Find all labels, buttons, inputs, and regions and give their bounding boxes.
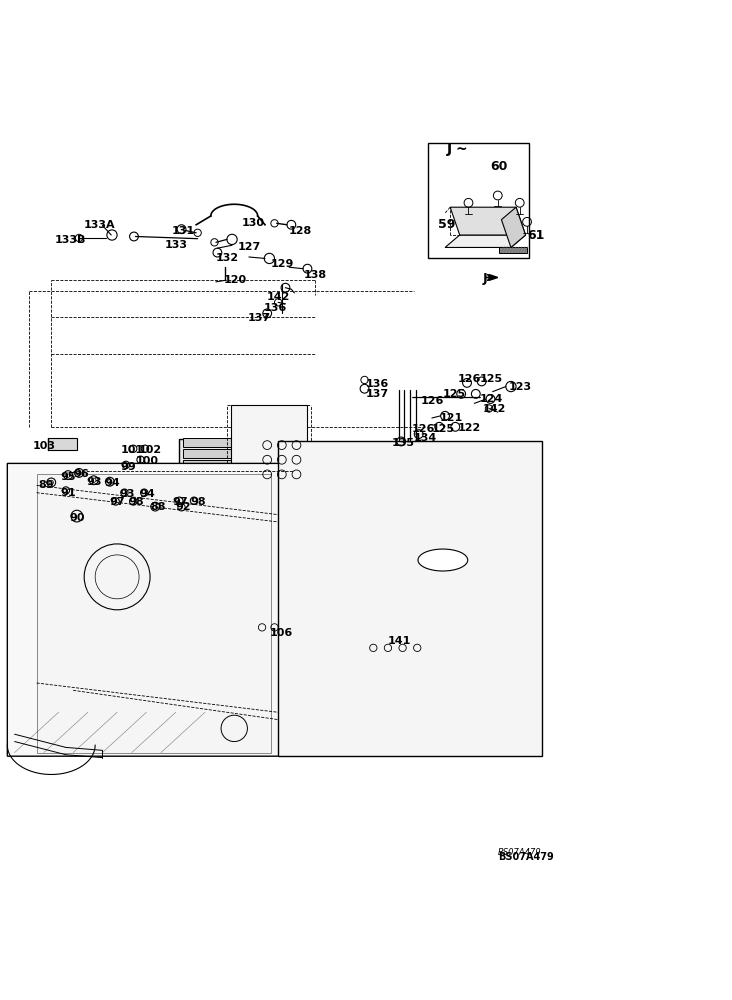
- Text: 93: 93: [119, 489, 135, 499]
- Text: 98: 98: [190, 497, 206, 507]
- Text: 123: 123: [509, 382, 532, 392]
- Text: 59: 59: [438, 218, 455, 231]
- Text: J ~: J ~: [447, 142, 468, 156]
- Text: 125: 125: [443, 389, 466, 399]
- Bar: [179, 439, 260, 487]
- Text: 102: 102: [139, 445, 163, 455]
- Text: 103: 103: [33, 441, 56, 451]
- Text: 126: 126: [421, 396, 444, 406]
- Text: 96: 96: [73, 469, 89, 479]
- Text: 88: 88: [150, 502, 165, 512]
- Text: 94: 94: [105, 478, 121, 488]
- Text: 136: 136: [264, 303, 287, 313]
- Bar: [183, 460, 256, 469]
- Text: 127: 127: [238, 242, 261, 252]
- Text: 101: 101: [121, 445, 144, 455]
- Polygon shape: [489, 275, 498, 280]
- Text: 94: 94: [139, 489, 155, 499]
- Text: 97: 97: [110, 497, 125, 507]
- Text: 138: 138: [304, 270, 327, 280]
- Text: 137: 137: [247, 313, 271, 323]
- Bar: [365, 654, 434, 665]
- Text: 131: 131: [172, 226, 195, 236]
- Text: 133: 133: [165, 240, 187, 250]
- Text: 93: 93: [86, 477, 102, 487]
- Bar: [37, 474, 271, 753]
- Bar: [255, 623, 284, 632]
- Bar: [499, 247, 527, 253]
- Text: 126: 126: [412, 424, 436, 434]
- Text: 95: 95: [60, 472, 75, 482]
- Text: 128: 128: [289, 226, 313, 236]
- Text: 142: 142: [267, 292, 291, 302]
- Ellipse shape: [418, 549, 468, 571]
- Text: 106: 106: [269, 628, 293, 638]
- Text: 130: 130: [242, 218, 264, 228]
- Polygon shape: [278, 441, 542, 756]
- Text: 136: 136: [366, 379, 389, 389]
- Text: 97: 97: [172, 497, 187, 507]
- Polygon shape: [450, 207, 526, 235]
- Text: 122: 122: [458, 423, 481, 433]
- Text: BS07A479: BS07A479: [498, 848, 542, 857]
- Text: 124: 124: [479, 394, 503, 404]
- Polygon shape: [445, 235, 526, 247]
- Text: 60: 60: [490, 160, 508, 173]
- Text: 90: 90: [70, 513, 85, 523]
- Text: 99: 99: [121, 462, 137, 472]
- Text: 129: 129: [271, 259, 294, 269]
- Text: 134: 134: [414, 433, 437, 443]
- Text: 92: 92: [176, 502, 191, 512]
- Polygon shape: [7, 463, 366, 756]
- Text: 126: 126: [458, 374, 481, 384]
- Text: 121: 121: [439, 413, 463, 423]
- Text: 132: 132: [216, 253, 239, 263]
- Text: 142: 142: [483, 403, 507, 414]
- Bar: [428, 143, 529, 258]
- Polygon shape: [48, 438, 77, 450]
- Bar: [183, 449, 256, 458]
- Polygon shape: [501, 207, 526, 247]
- Text: 125: 125: [479, 374, 503, 384]
- Text: 137: 137: [366, 389, 389, 399]
- Text: 133B: 133B: [55, 235, 86, 245]
- Text: 61: 61: [527, 229, 545, 242]
- Polygon shape: [231, 405, 307, 485]
- Text: 120: 120: [223, 275, 247, 285]
- Text: 98: 98: [128, 497, 143, 507]
- Text: 133A: 133A: [84, 221, 116, 231]
- Text: 91: 91: [60, 488, 75, 498]
- Text: 141: 141: [388, 636, 411, 646]
- Bar: [365, 627, 434, 657]
- Text: J: J: [483, 272, 488, 285]
- Text: BS07A479: BS07A479: [498, 852, 553, 862]
- Text: 89: 89: [38, 480, 53, 490]
- Text: 125: 125: [432, 424, 455, 434]
- Bar: [183, 471, 256, 480]
- Bar: [183, 438, 256, 447]
- Text: 100: 100: [135, 456, 158, 466]
- Text: 135: 135: [392, 438, 414, 448]
